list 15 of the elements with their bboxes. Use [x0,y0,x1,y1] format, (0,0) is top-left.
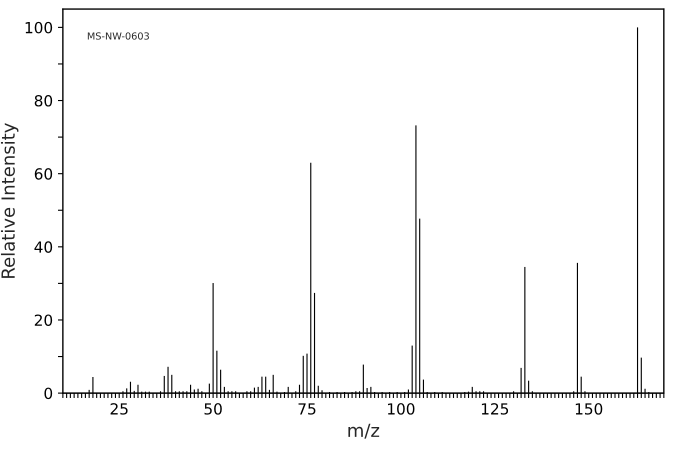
y-tick-label: 0 [44,388,52,400]
y-axis-title: Relative Intensity [0,123,18,278]
annotation: MS-NW-0603 [88,32,149,40]
x-tick-label: 100 [388,403,414,415]
y-tick-label: 60 [34,168,52,180]
x-tick-label: 50 [204,403,222,415]
x-tick-label: 150 [576,403,602,415]
y-tick-label: 80 [34,95,52,107]
y-tick-label: 40 [34,241,52,253]
x-axis-title: m/z [348,424,380,439]
x-tick-label: 125 [482,403,508,415]
x-tick-label: 75 [298,403,316,415]
x-tick-label: 25 [110,403,128,415]
y-tick-label: 100 [26,22,52,34]
y-tick-label: 20 [34,314,52,326]
